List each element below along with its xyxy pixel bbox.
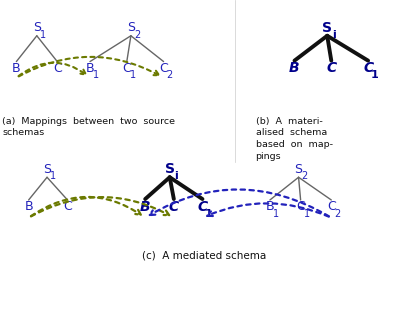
FancyArrowPatch shape	[207, 203, 329, 216]
Text: 1: 1	[130, 70, 136, 80]
Text: B: B	[140, 200, 151, 214]
Text: C: C	[327, 200, 336, 213]
Text: C: C	[63, 200, 72, 213]
Text: B: B	[289, 61, 300, 76]
Text: C: C	[363, 61, 373, 76]
Text: C: C	[169, 200, 179, 214]
FancyArrowPatch shape	[18, 63, 86, 76]
Text: B: B	[24, 200, 33, 213]
Text: C: C	[198, 200, 207, 214]
Text: B: B	[12, 62, 21, 75]
Text: S: S	[127, 21, 135, 35]
FancyArrowPatch shape	[150, 189, 329, 216]
Text: 2: 2	[134, 30, 140, 40]
FancyArrowPatch shape	[31, 197, 169, 216]
Text: i: i	[174, 171, 178, 181]
Text: 1: 1	[304, 209, 310, 219]
Text: S: S	[165, 162, 175, 177]
Text: 1: 1	[50, 171, 56, 181]
FancyArrowPatch shape	[19, 57, 159, 77]
Text: (b)  A  materi-
alised  schema
based  on  map-
pings: (b) A materi- alised schema based on map…	[256, 117, 333, 161]
Text: C: C	[122, 62, 131, 75]
Text: (a)  Mappings  between  two  source
schemas: (a) Mappings between two source schemas	[2, 117, 175, 137]
Text: S: S	[322, 21, 332, 35]
Text: C: C	[53, 62, 62, 75]
Text: C: C	[326, 61, 336, 76]
Text: S: S	[294, 163, 303, 176]
Text: 1: 1	[371, 70, 378, 80]
Text: S: S	[33, 21, 41, 35]
Text: C: C	[296, 200, 305, 213]
Text: 1: 1	[93, 70, 99, 80]
Text: 1: 1	[40, 30, 46, 40]
Text: 2: 2	[301, 171, 308, 181]
Text: 2: 2	[166, 70, 173, 80]
Text: S: S	[43, 163, 51, 176]
Text: 1: 1	[205, 209, 212, 219]
Text: C: C	[159, 62, 168, 75]
Text: i: i	[332, 30, 336, 40]
Text: B: B	[85, 62, 94, 75]
Text: B: B	[265, 200, 274, 213]
Text: 1: 1	[273, 209, 279, 219]
Text: 2: 2	[334, 209, 341, 219]
FancyArrowPatch shape	[31, 197, 141, 216]
Text: (c)  A mediated schema: (c) A mediated schema	[142, 250, 267, 260]
